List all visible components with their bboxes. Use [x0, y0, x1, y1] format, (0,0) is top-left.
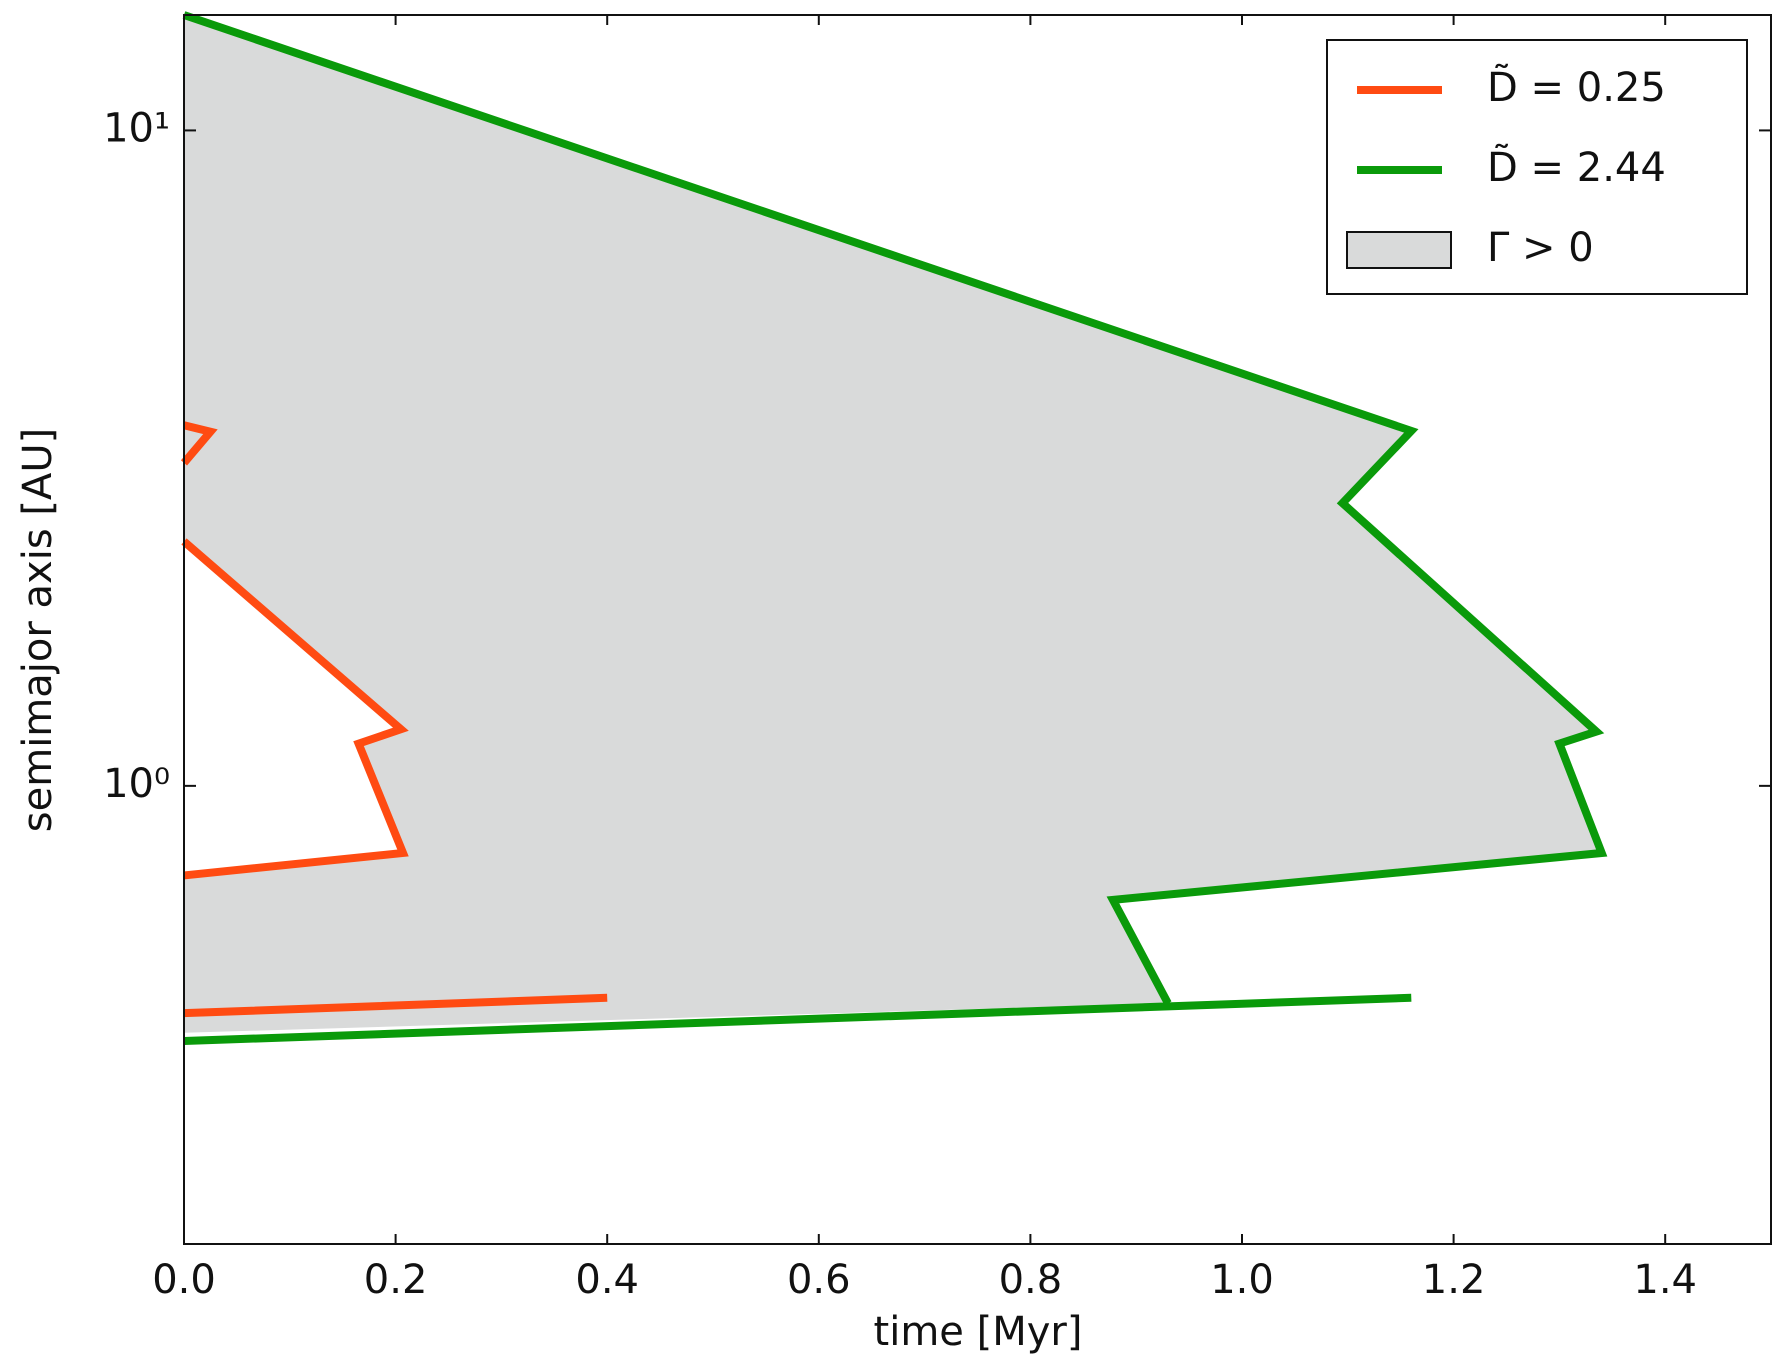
x-tick-label: 0.0	[152, 1257, 216, 1303]
x-tick-label: 0.2	[364, 1257, 428, 1303]
plot-frame	[183, 14, 1772, 1245]
y-axis-label: semimajor axis [AU]	[15, 428, 61, 832]
y-tick-label: 10¹	[103, 105, 170, 151]
plot-area	[180, 11, 1608, 1046]
legend-swatch	[1346, 231, 1452, 269]
x-tick-label: 1.4	[1633, 1257, 1697, 1303]
fill-region	[184, 15, 1602, 1033]
line	[182, 11, 1608, 1046]
x-tick-label: 0.6	[787, 1257, 851, 1303]
legend-label: D̃ = 0.25	[1487, 63, 1666, 111]
x-tick-label: 0.4	[575, 1257, 639, 1303]
x-tick-label: 1.0	[1210, 1257, 1274, 1303]
y-tick-label: 10⁰	[103, 761, 170, 807]
x-tick-label: 1.2	[1422, 1257, 1486, 1303]
x-tick-label: 0.8	[999, 1257, 1063, 1303]
x-axis-label: time [Myr]	[874, 1309, 1083, 1355]
legend-label: Γ > 0	[1487, 225, 1594, 271]
line	[180, 421, 608, 1018]
legend-label: D̃ = 2.44	[1487, 143, 1666, 191]
